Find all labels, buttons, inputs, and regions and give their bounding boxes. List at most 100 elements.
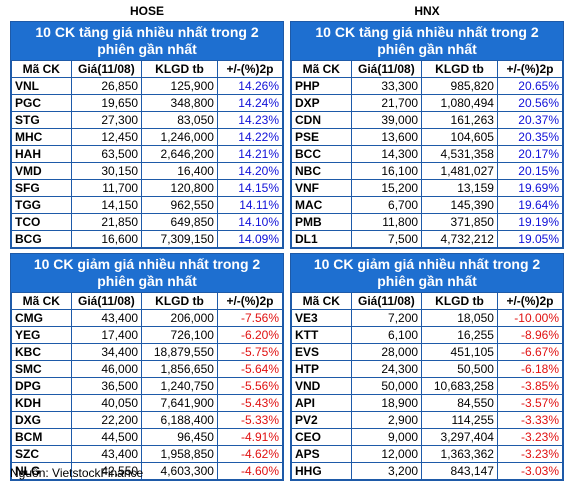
change-cell: -3.23% — [496, 445, 564, 463]
table-row: NLG 42,550 4,603,300 -4.60% — [11, 462, 284, 480]
hnx-label: HNX — [414, 4, 440, 18]
table-row: VND 50,000 10,683,258 -3.85% — [291, 377, 564, 395]
table-row: CEO 9,000 3,297,404 -3.23% — [291, 428, 564, 446]
change-cell: -6.67% — [496, 343, 564, 361]
symbol-cell: YEG — [11, 326, 72, 344]
change-cell: 20.65% — [496, 77, 564, 95]
change-cell: -3.57% — [496, 394, 564, 412]
table-row: DXP 21,700 1,080,494 20.56% — [291, 94, 564, 112]
price-cell: 15,200 — [350, 179, 423, 197]
price-cell: 36,500 — [70, 377, 143, 395]
hnx-loss-title: 10 CK giảm giá nhiều nhất trong 2 phiên … — [291, 254, 563, 292]
change-cell: 14.15% — [216, 179, 284, 197]
symbol-cell: VND — [291, 377, 352, 395]
column-header: KLGD tb — [421, 292, 498, 310]
symbol-cell: VMD — [11, 162, 72, 180]
table-row: SFG 11,700 120,800 14.15% — [11, 179, 284, 197]
price-cell: 33,300 — [350, 77, 423, 95]
price-cell: 27,300 — [70, 111, 143, 129]
change-cell: 19.69% — [496, 179, 564, 197]
change-cell: -5.56% — [216, 377, 284, 395]
price-cell: 43,400 — [70, 445, 143, 463]
symbol-cell: API — [291, 394, 352, 412]
table-row: BCG 16,600 7,309,150 14.09% — [11, 230, 284, 248]
table-row: SZC 43,400 1,958,850 -4.62% — [11, 445, 284, 463]
symbol-cell: EVS — [291, 343, 352, 361]
volume-cell: 114,255 — [421, 411, 498, 429]
price-cell: 44,500 — [70, 428, 143, 446]
table-row: PV2 2,900 114,255 -3.33% — [291, 411, 564, 429]
volume-cell: 1,958,850 — [141, 445, 218, 463]
change-cell: 14.23% — [216, 111, 284, 129]
column-header: Giá(11/08) — [350, 60, 423, 78]
volume-cell: 348,800 — [141, 94, 218, 112]
price-cell: 6,100 — [350, 326, 423, 344]
price-cell: 16,100 — [350, 162, 423, 180]
symbol-cell: MHC — [11, 128, 72, 146]
table-row: SMC 46,000 1,856,650 -5.64% — [11, 360, 284, 378]
hose-loss-title: 10 CK giảm giá nhiều nhất trong 2 phiên … — [11, 254, 283, 292]
price-cell: 39,000 — [350, 111, 423, 129]
table-row: DPG 36,500 1,240,750 -5.56% — [11, 377, 284, 395]
table-row: MAC 6,700 145,390 19.64% — [291, 196, 564, 214]
symbol-cell: HAH — [11, 145, 72, 163]
change-cell: -7.56% — [216, 309, 284, 327]
volume-cell: 104,605 — [421, 128, 498, 146]
symbol-cell: VE3 — [291, 309, 352, 327]
change-cell: 14.20% — [216, 162, 284, 180]
column-header: Mã CK — [11, 292, 72, 310]
volume-cell: 2,646,200 — [141, 145, 218, 163]
price-cell: 6,700 — [350, 196, 423, 214]
symbol-cell: MAC — [291, 196, 352, 214]
volume-cell: 1,080,494 — [421, 94, 498, 112]
price-cell: 11,700 — [70, 179, 143, 197]
volume-cell: 7,641,900 — [141, 394, 218, 412]
table-header-row: Mã CK Giá(11/08) KLGD tb +/-(%)2p — [291, 60, 564, 78]
change-cell: 14.21% — [216, 145, 284, 163]
symbol-cell: BCM — [11, 428, 72, 446]
table-row: DXG 22,200 6,188,400 -5.33% — [11, 411, 284, 429]
volume-cell: 50,500 — [421, 360, 498, 378]
symbol-cell: DPG — [11, 377, 72, 395]
change-cell: -3.33% — [496, 411, 564, 429]
volume-cell: 206,000 — [141, 309, 218, 327]
price-cell: 18,900 — [350, 394, 423, 412]
change-cell: 14.22% — [216, 128, 284, 146]
change-cell: 14.10% — [216, 213, 284, 231]
table-row: APS 12,000 1,363,362 -3.23% — [291, 445, 564, 463]
symbol-cell: HHG — [291, 462, 352, 480]
column-header: Giá(11/08) — [70, 60, 143, 78]
change-cell: -5.64% — [216, 360, 284, 378]
symbol-cell: CEO — [291, 428, 352, 446]
volume-cell: 84,550 — [421, 394, 498, 412]
price-cell: 63,500 — [70, 145, 143, 163]
change-cell: 20.37% — [496, 111, 564, 129]
change-cell: 20.35% — [496, 128, 564, 146]
table-row: YEG 17,400 726,100 -6.20% — [11, 326, 284, 344]
table-row: CMG 43,400 206,000 -7.56% — [11, 309, 284, 327]
volume-cell: 83,050 — [141, 111, 218, 129]
price-cell: 40,050 — [70, 394, 143, 412]
symbol-cell: PHP — [291, 77, 352, 95]
price-cell: 14,150 — [70, 196, 143, 214]
price-cell: 11,800 — [350, 213, 423, 231]
column-header: Giá(11/08) — [70, 292, 143, 310]
price-cell: 7,200 — [350, 309, 423, 327]
table-row: HTP 24,300 50,500 -6.18% — [291, 360, 564, 378]
symbol-cell: CDN — [291, 111, 352, 129]
price-cell: 13,600 — [350, 128, 423, 146]
table-row: DL1 7,500 4,732,212 19.05% — [291, 230, 564, 248]
price-cell: 12,450 — [70, 128, 143, 146]
column-header: +/-(%)2p — [496, 60, 564, 78]
hose-loss-table: Mã CK Giá(11/08) KLGD tb +/-(%)2p CMG 43,400 2… — [11, 292, 284, 480]
symbol-cell: KBC — [11, 343, 72, 361]
change-cell: -3.23% — [496, 428, 564, 446]
volume-cell: 371,850 — [421, 213, 498, 231]
symbol-cell: SFG — [11, 179, 72, 197]
hnx-loss-table: Mã CK Giá(11/08) KLGD tb +/-(%)2p VE3 7,200 18… — [291, 292, 564, 480]
price-cell: 50,000 — [350, 377, 423, 395]
volume-cell: 649,850 — [141, 213, 218, 231]
volume-cell: 18,879,550 — [141, 343, 218, 361]
symbol-cell: KTT — [291, 326, 352, 344]
source-note: Nguồn: VietstockFinance — [10, 466, 144, 480]
